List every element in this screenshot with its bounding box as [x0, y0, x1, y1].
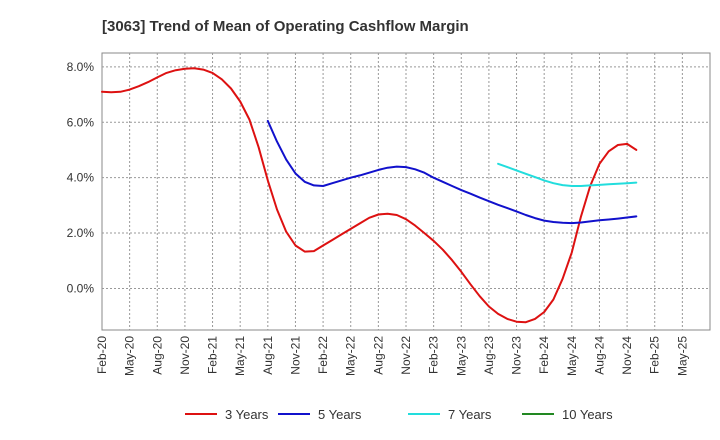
x-axis-ticks: Feb-20 May-20 Aug-20 Nov-20 Feb-21 May-21 Aug-…	[95, 336, 689, 376]
legend-item: 3 Years	[185, 407, 269, 422]
x-tick-label: Nov-24	[620, 336, 634, 375]
legend-item: 7 Years	[408, 407, 492, 422]
x-tick-label: May-22	[344, 336, 358, 376]
x-tick-label: Feb-23	[427, 336, 441, 374]
legend-label: 3 Years	[225, 407, 269, 422]
x-tick-label: Aug-21	[261, 336, 275, 375]
x-tick-label: Aug-24	[592, 336, 606, 375]
x-tick-label: Aug-20	[150, 336, 164, 375]
chart-title: [3063] Trend of Mean of Operating Cashfl…	[102, 18, 469, 35]
x-tick-label: Nov-21	[288, 336, 302, 375]
x-tick-label: Nov-23	[510, 336, 524, 375]
legend-label: 10 Years	[562, 407, 613, 422]
legend-label: 7 Years	[448, 407, 492, 422]
legend: 3 Years 5 Years 7 Years 10 Years	[185, 407, 613, 422]
x-tick-label: Feb-25	[648, 336, 662, 374]
x-tick-label: Feb-22	[316, 336, 330, 374]
y-tick-label: 6.0%	[67, 115, 95, 129]
series-line-3-years	[101, 67, 638, 324]
y-tick-label: 0.0%	[67, 281, 95, 295]
y-tick-label: 8.0%	[67, 60, 95, 74]
x-tick-label: May-23	[454, 336, 468, 376]
x-tick-label: Feb-24	[537, 336, 551, 374]
y-tick-label: 4.0%	[67, 171, 95, 185]
x-tick-label: Nov-22	[399, 336, 413, 375]
x-tick-label: May-20	[123, 336, 137, 376]
x-tick-label: May-25	[675, 336, 689, 376]
y-tick-label: 2.0%	[67, 226, 95, 240]
x-tick-label: Aug-23	[482, 336, 496, 375]
y-axis-ticks: 8.0% 6.0% 4.0% 2.0% 0.0%	[67, 60, 95, 296]
x-tick-label: Aug-22	[371, 336, 385, 375]
x-tick-label: May-21	[233, 336, 247, 376]
x-tick-label: May-24	[565, 336, 579, 376]
x-tick-label: Nov-20	[178, 336, 192, 375]
grid	[102, 53, 710, 330]
series-lines	[101, 67, 638, 324]
plot-area	[101, 52, 711, 331]
series-line-7-years	[497, 162, 638, 187]
legend-item: 5 Years	[278, 407, 362, 422]
legend-label: 5 Years	[318, 407, 362, 422]
x-tick-label: Feb-21	[206, 336, 220, 374]
x-tick-label: Feb-20	[95, 336, 109, 374]
series-line-5-years	[266, 119, 638, 225]
legend-item: 10 Years	[522, 407, 613, 422]
